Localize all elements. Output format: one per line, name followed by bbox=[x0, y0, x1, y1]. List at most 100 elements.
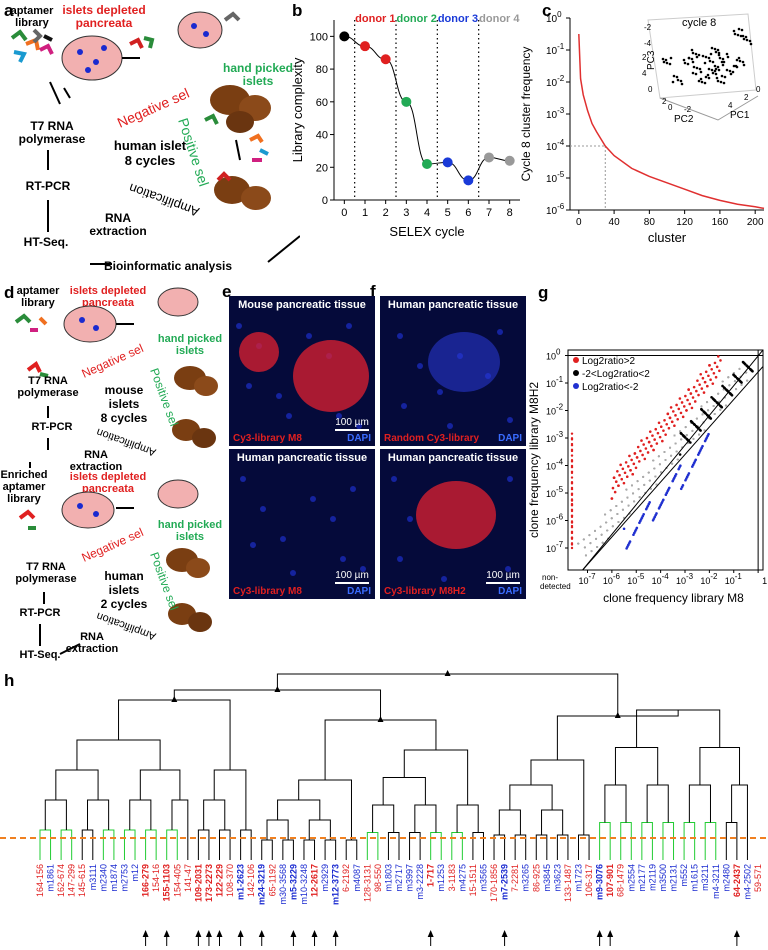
leaf-label: m4-3211 bbox=[711, 864, 721, 899]
up-point bbox=[644, 447, 648, 450]
up-point bbox=[616, 469, 619, 473]
pca-point bbox=[744, 35, 748, 39]
cloud-point bbox=[604, 513, 607, 516]
legend-dot bbox=[573, 370, 579, 376]
up-point bbox=[642, 443, 645, 446]
amplification-label-d2: Amplification bbox=[95, 610, 158, 643]
selection-arrow-head bbox=[163, 930, 170, 937]
ytick-label-c: 10-5 bbox=[546, 170, 565, 185]
pca-point bbox=[742, 37, 746, 41]
x-axis-label-c: cluster bbox=[648, 230, 687, 245]
dendro-branch bbox=[704, 822, 717, 860]
dendro-branch bbox=[81, 829, 94, 860]
micrograph-f-bottom-title: Human pancreatic tissue bbox=[387, 452, 519, 464]
leaf-label: m3565 bbox=[478, 864, 488, 892]
dendro-branch bbox=[261, 839, 273, 860]
cloud-point bbox=[600, 533, 603, 536]
leaf-label: m2753 bbox=[119, 864, 129, 892]
up-point bbox=[629, 468, 632, 472]
dendro-branch bbox=[530, 759, 585, 835]
leaf-label: m2480 bbox=[721, 864, 731, 892]
pca-point bbox=[698, 67, 702, 71]
pca-point bbox=[737, 56, 741, 60]
nondetected-point bbox=[570, 471, 574, 475]
xtick-label-b: 0 bbox=[341, 207, 347, 219]
islets-icon-d1 bbox=[26, 360, 218, 448]
eluted-aptamers-icon bbox=[214, 133, 271, 210]
down-point bbox=[703, 439, 707, 443]
pca-point bbox=[676, 78, 680, 82]
xtick-label-c: 200 bbox=[747, 217, 764, 228]
nondetected-label-2: detected bbox=[540, 582, 571, 591]
cloud-point bbox=[728, 384, 731, 387]
pca-point bbox=[723, 75, 727, 79]
pca-point bbox=[664, 58, 668, 62]
donor-label: donor 3 bbox=[438, 13, 478, 25]
leaf-label: m3-2228 bbox=[415, 864, 425, 900]
up-point bbox=[710, 368, 713, 371]
leaf-label: m3500 bbox=[658, 864, 668, 892]
data-point-b bbox=[339, 31, 350, 42]
leaf-label: m10-3248 bbox=[299, 864, 309, 905]
up-point bbox=[651, 434, 654, 437]
dendro-branch bbox=[366, 832, 379, 860]
dendro-node-marker bbox=[444, 670, 451, 676]
nondetected-point bbox=[570, 476, 574, 479]
up-point bbox=[664, 433, 667, 436]
pca-point bbox=[719, 80, 723, 84]
xtick-label-g: 10-1 bbox=[725, 572, 743, 586]
data-point-b bbox=[504, 155, 515, 166]
leaf-label: 173-2273 bbox=[204, 864, 214, 902]
nondetected-point bbox=[570, 546, 574, 550]
pca-point bbox=[731, 70, 735, 74]
pca-point bbox=[721, 63, 725, 67]
selection-arrow-head bbox=[332, 930, 339, 937]
leaf-label: 122-229 bbox=[215, 864, 225, 897]
cloud-point bbox=[663, 450, 666, 453]
pca-point bbox=[665, 61, 669, 65]
pca-point bbox=[749, 42, 753, 46]
cloud-point bbox=[654, 475, 657, 478]
xtick-label-b: 1 bbox=[362, 207, 368, 219]
nondetected-point bbox=[570, 493, 574, 497]
mid-point bbox=[735, 376, 739, 380]
up-point bbox=[712, 371, 716, 375]
cloud-point bbox=[616, 513, 619, 516]
pca-point bbox=[699, 70, 703, 74]
micrograph-e-top-image bbox=[236, 323, 369, 429]
pca-point bbox=[669, 56, 673, 60]
pca-point bbox=[742, 63, 746, 67]
leaf-label: m2929 bbox=[320, 864, 330, 892]
nondetected-point bbox=[570, 521, 574, 524]
legend-label: Log2ratio<-2 bbox=[582, 382, 639, 393]
leaf-label: m4275 bbox=[457, 864, 467, 892]
pca-point bbox=[728, 69, 732, 73]
dendro-branch bbox=[276, 673, 619, 716]
leaf-label: m552 bbox=[679, 864, 689, 887]
down-point bbox=[671, 479, 674, 483]
up-point bbox=[621, 467, 625, 471]
pca-point bbox=[720, 60, 724, 64]
micrograph-e-bottom-title: Human pancreatic tissue bbox=[236, 452, 368, 464]
rtpcr-label-d1: RT-PCR bbox=[32, 421, 73, 433]
dendro-branch bbox=[44, 799, 67, 830]
panel-label-c: c bbox=[542, 1, 551, 20]
pca-point bbox=[713, 69, 717, 73]
leaf-label: m24-3219 bbox=[257, 864, 267, 905]
up-point bbox=[696, 379, 699, 382]
pca-point bbox=[707, 76, 711, 80]
leaf-label: 147-299 bbox=[67, 864, 77, 897]
up-point bbox=[709, 378, 712, 381]
cloud-point bbox=[609, 509, 612, 512]
up-point bbox=[640, 439, 643, 442]
cloud-point bbox=[620, 500, 623, 503]
leaf-label: m9-3076 bbox=[595, 864, 605, 900]
nondetected-label-1: non- bbox=[542, 573, 558, 582]
cloud-point bbox=[589, 542, 592, 545]
dendro-branch bbox=[372, 804, 395, 833]
leaf-label: 98-550 bbox=[373, 864, 383, 892]
pca-point bbox=[697, 79, 701, 83]
ytick-label-g: 10-1 bbox=[546, 375, 564, 389]
xtick-label-c: 40 bbox=[609, 217, 621, 228]
up-point bbox=[657, 421, 661, 425]
